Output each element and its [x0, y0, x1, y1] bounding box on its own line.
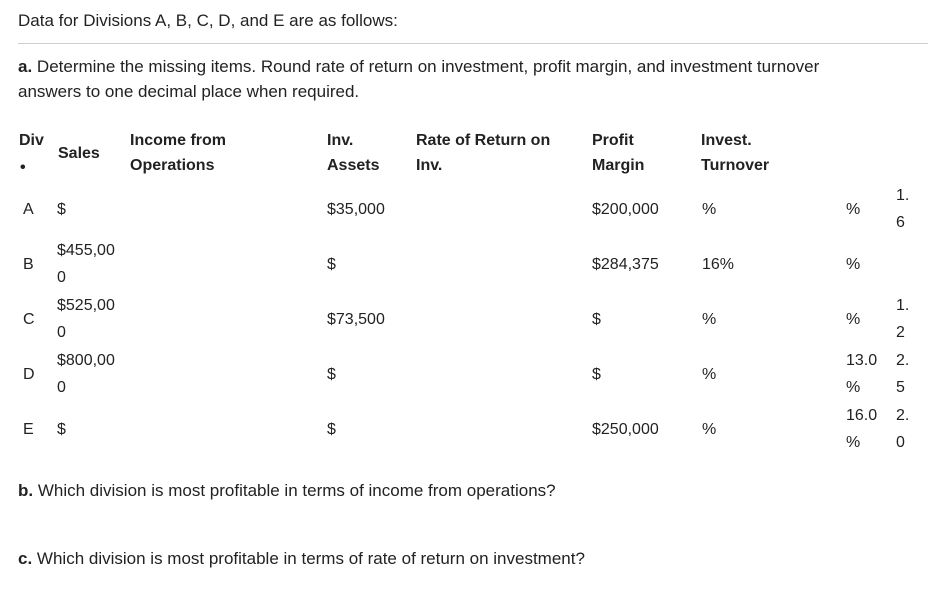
divider [18, 43, 928, 44]
part-c-question: c. Which division is most profitable in … [18, 547, 585, 571]
cell-profit-margin: % [846, 379, 861, 396]
header-pm-line1: Profit [592, 132, 634, 149]
cell-invest-turnover: 2. [896, 407, 910, 424]
header-income-line1: Income from [130, 132, 227, 149]
cell-income: $ [327, 365, 336, 383]
part-b-text: Which division is most profitable in ter… [37, 481, 556, 500]
cell-rate-of-return: % [702, 365, 717, 383]
cell-inv-assets: $250,000 [592, 420, 659, 438]
cell-sales: $ [57, 200, 66, 218]
cell-div: E [23, 420, 34, 438]
header-div: Div [19, 132, 44, 149]
cell-invest-turnover: 1. [896, 297, 910, 314]
cell-sales: 0 [57, 379, 66, 396]
cell-profit-margin: % [846, 200, 861, 218]
cell-rate-of-return: % [702, 310, 717, 328]
header-sales: Sales [58, 145, 100, 162]
cell-sales: $525,00 [57, 297, 115, 314]
cell-inv-assets: $200,000 [592, 200, 659, 218]
header-ror-line2: Inv. [416, 157, 443, 174]
header-pm-line2: Margin [592, 157, 645, 174]
cell-profit-margin: 16.0 [846, 407, 878, 424]
cell-income: $ [327, 420, 336, 438]
cell-sales: $455,00 [57, 242, 115, 259]
cell-income: $35,000 [327, 200, 385, 218]
intro-text: Data for Divisions A, B, C, D, and E are… [18, 11, 398, 30]
cell-income: $73,500 [327, 310, 385, 328]
cell-div: B [23, 255, 34, 273]
cell-income: $ [327, 255, 336, 273]
cell-invest-turnover: 1. [896, 187, 910, 204]
header-ror-line1: Rate of Return on [416, 132, 551, 149]
cell-inv-assets: $ [592, 365, 601, 383]
cell-invest-turnover: 5 [896, 379, 905, 396]
cell-inv-assets: $284,375 [592, 255, 659, 273]
cell-invest-turnover: 0 [896, 434, 905, 451]
cell-invest-turnover: 6 [896, 214, 905, 231]
cell-profit-margin: % [846, 255, 861, 273]
part-c-label: c. [18, 549, 33, 568]
cell-profit-margin: % [846, 434, 861, 451]
part-b-question: b. Which division is most profitable in … [18, 479, 556, 503]
cell-sales: 0 [57, 269, 66, 286]
cell-div: A [23, 200, 34, 218]
header-income-line2: Operations [130, 157, 215, 174]
cell-invest-turnover: 2. [896, 352, 910, 369]
cell-profit-margin: % [846, 310, 861, 328]
header-it-line1: Invest. [701, 132, 752, 149]
part-a-text-line1: Determine the missing items. Round rate … [36, 57, 820, 76]
cell-sales: $ [57, 420, 66, 438]
part-a-question: a. Determine the missing items. Round ra… [18, 55, 819, 79]
cell-div: D [23, 365, 35, 383]
cell-rate-of-return: % [702, 420, 717, 438]
part-b-label: b. [18, 481, 34, 500]
part-a-text-line2: answers to one decimal place when requir… [18, 82, 360, 101]
part-c-text: Which division is most profitable in ter… [36, 549, 585, 568]
header-it-line2: Turnover [701, 157, 770, 174]
part-a-label: a. [18, 57, 33, 76]
cell-rate-of-return: % [702, 200, 717, 218]
header-inv-line2: Assets [327, 157, 380, 174]
cell-rate-of-return: 16% [702, 255, 735, 273]
cell-inv-assets: $ [592, 310, 601, 328]
cell-div: C [23, 310, 35, 328]
cell-sales: $800,00 [57, 352, 115, 369]
header-div-dot: • [20, 159, 26, 176]
header-inv-line1: Inv. [327, 132, 354, 149]
cell-invest-turnover: 2 [896, 324, 905, 341]
cell-profit-margin: 13.0 [846, 352, 878, 369]
cell-sales: 0 [57, 324, 66, 341]
